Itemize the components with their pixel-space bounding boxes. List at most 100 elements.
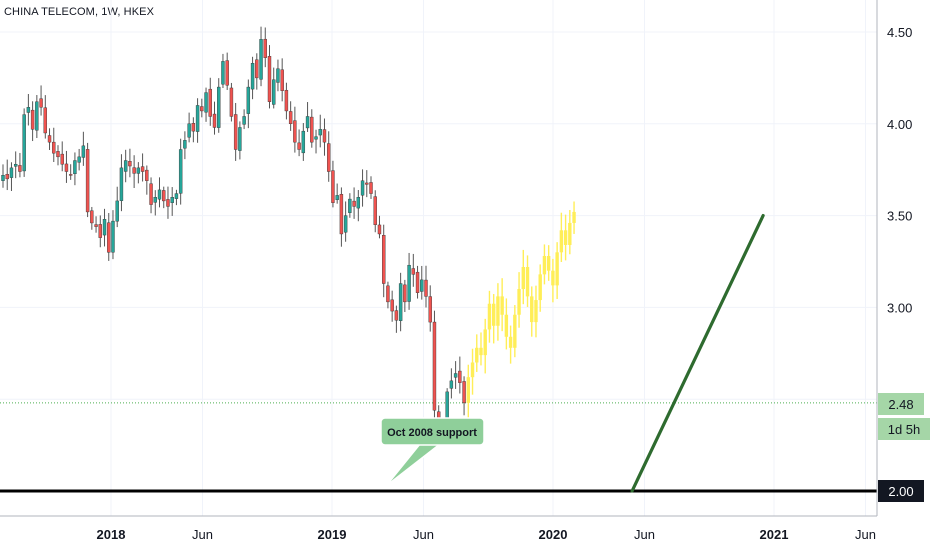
candle-body [263,38,267,58]
projection-body [530,296,534,323]
candle-body [339,194,344,235]
candle-body [449,380,454,389]
time-axis-bg [0,516,932,550]
candle-body [386,285,390,303]
candle-body [301,130,306,154]
candle-body [136,167,141,174]
projection-body [500,296,504,315]
candle-body [365,182,369,185]
candle-body [90,210,94,224]
candle-body [233,114,238,150]
projection-body [504,314,509,337]
trendline-segment[interactable] [630,214,765,493]
projection-body [470,362,475,378]
candle-body [98,224,102,238]
support-price-label: 2.00 [878,480,924,502]
candle-body [242,116,246,125]
projection-body [538,274,542,301]
candle-body [221,61,225,85]
candle-body [123,160,128,172]
projection-body [546,255,551,271]
time-tick-label: Jun [634,527,655,542]
candle-body [1,175,5,181]
candle-body [331,170,335,203]
chart-title: CHINA TELECOM, 1W, HKEX [4,6,155,18]
candle-body [424,279,428,297]
candle-body [432,321,437,411]
projection-body [496,296,500,326]
candle-body [420,279,424,292]
candle-body [272,79,276,105]
projection-body [559,230,564,253]
candle-body [453,373,458,378]
projection-body [551,270,555,286]
callout-box [380,417,485,446]
time-tick-label: Jun [192,527,213,542]
grid [0,0,877,516]
candle-body [407,264,411,302]
trendline[interactable] [630,214,765,493]
candle-body [111,220,115,253]
price-tick-label: 3.50 [887,209,912,224]
candle-body [115,200,119,222]
candle-body [318,129,322,136]
candle-body [5,174,9,180]
time-axis[interactable]: 2018 Jun 2019 Jun 2020 Jun 2021 Jun [97,527,876,542]
candle-body [229,87,234,117]
candle-body [250,63,255,90]
candle-body [77,156,81,163]
candle-body [403,284,407,303]
candle-body [255,59,259,79]
countdown-value: 1d 5h [888,422,921,437]
candle-body [238,127,242,151]
projection-body [555,252,559,286]
candle-body [394,310,399,321]
candle-body [348,198,352,213]
candle-body [284,89,289,112]
support-label-bg [878,480,924,502]
candle-body [217,86,221,128]
candle-body [276,68,280,83]
candle-body [225,60,229,86]
candle-body [293,120,297,143]
candle-body [68,174,73,176]
candle-body [149,183,153,205]
candle-body [352,200,356,207]
candle-body [52,141,56,154]
candle-body [94,224,98,227]
price-tick-label: 4.00 [887,117,912,132]
price-tick-label: 4.50 [887,25,912,40]
projection-body [513,314,517,348]
candle-body [377,224,382,235]
projection-body [568,222,572,245]
candle-body [85,149,90,213]
candle-body [73,160,77,175]
candle-body [145,169,149,181]
candle-body [212,113,217,128]
candle-body [373,196,377,225]
annotation-text: Oct 2008 support [387,427,477,439]
candle-body [170,197,174,203]
candle-body [107,222,111,253]
candle-body [162,190,166,202]
time-tick-label: Jun [855,527,876,542]
candle-body [81,145,86,158]
candle-body [132,167,136,174]
projection-body [521,267,525,290]
candle-body [305,116,310,129]
candle-body [343,215,348,233]
time-tick-label: 2019 [318,527,347,542]
candle-body [310,116,314,143]
candle-body [200,106,204,112]
candle-body [267,56,272,102]
candle-body [327,143,331,172]
price-axis[interactable]: 4.50 4.00 3.50 3.00 [887,25,912,315]
annotation-callout[interactable]: Oct 2008 support [380,417,485,487]
candle-body [183,140,187,149]
candle-body [208,88,212,117]
candle-body [415,271,420,293]
candle-body [153,197,157,203]
projection-body [487,303,492,330]
candle-body [166,199,170,207]
